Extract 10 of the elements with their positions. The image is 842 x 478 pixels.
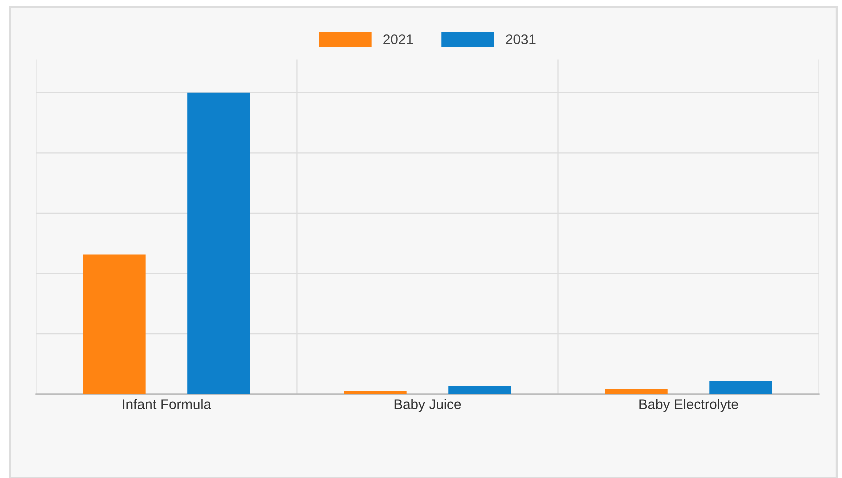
bar [83, 254, 146, 394]
x-tick-label: Baby Electrolyte [640, 399, 738, 412]
bar [188, 92, 250, 394]
x-tick-label: Infant Formula [123, 399, 212, 410]
legend-label: 2021 [384, 34, 414, 44]
bar [448, 386, 512, 394]
bar [605, 389, 668, 394]
legend-label: 2031 [506, 34, 536, 44]
x-tick-label: Baby Juice [394, 399, 462, 412]
bar [710, 381, 772, 394]
